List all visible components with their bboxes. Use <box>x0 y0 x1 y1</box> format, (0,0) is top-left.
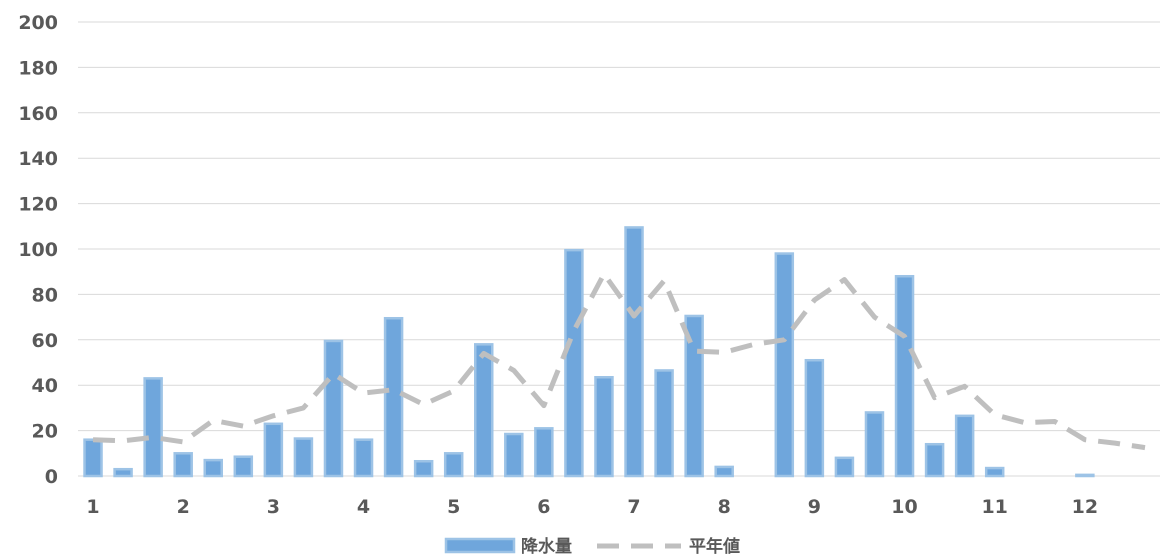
bar <box>293 437 314 478</box>
x-tick-label: 9 <box>808 496 821 518</box>
y-tick-label: 40 <box>32 375 58 397</box>
x-tick-label: 1 <box>86 496 99 518</box>
x-tick-label: 7 <box>627 496 640 518</box>
x-tick-label: 6 <box>537 496 550 518</box>
bar <box>504 432 524 478</box>
x-tick-label: 2 <box>177 496 190 518</box>
bar <box>954 414 975 478</box>
bar <box>984 466 1005 478</box>
bar <box>924 442 945 478</box>
x-tick-label: 8 <box>718 496 731 518</box>
bar <box>263 422 284 478</box>
bar-series <box>83 226 1095 478</box>
bar <box>323 339 344 478</box>
y-tick-label: 100 <box>18 239 58 261</box>
bar <box>413 459 434 478</box>
x-tick-label: 4 <box>357 496 370 518</box>
bar <box>143 377 163 478</box>
bar <box>83 438 103 478</box>
x-tick-label: 10 <box>891 496 917 518</box>
legend-label-precipitation: 降水量 <box>521 536 572 557</box>
bar <box>654 369 674 478</box>
bar <box>894 274 915 478</box>
y-tick-label: 20 <box>32 421 58 443</box>
y-tick-label: 200 <box>18 12 58 34</box>
bar <box>774 252 795 478</box>
bar <box>834 456 855 478</box>
bar <box>714 465 734 478</box>
bar <box>594 376 614 478</box>
bar <box>624 226 644 478</box>
bar <box>383 316 404 478</box>
bar <box>864 411 885 478</box>
bar <box>534 427 554 478</box>
normal-line <box>92 271 1146 451</box>
y-tick-label: 0 <box>45 466 58 488</box>
bar <box>443 452 464 478</box>
x-tick-label: 5 <box>447 496 460 518</box>
y-tick-label: 160 <box>18 103 58 125</box>
bar <box>203 458 223 478</box>
y-tick-label: 60 <box>32 330 58 352</box>
bar <box>684 314 704 478</box>
bar <box>173 452 193 478</box>
y-tick-label: 120 <box>18 194 58 216</box>
y-tick-label: 80 <box>32 284 58 306</box>
legend: 降水量 平年値 <box>444 536 740 557</box>
y-tick-label: 140 <box>18 148 58 170</box>
y-axis-ticks: 0 20 40 60 80 100 120 140 160 180 200 <box>18 12 58 488</box>
bar <box>113 467 133 478</box>
legend-bar-swatch <box>444 537 516 554</box>
bar <box>233 455 254 478</box>
grid-lines <box>78 21 1160 477</box>
y-tick-label: 180 <box>18 57 58 79</box>
bar <box>1075 473 1095 478</box>
bar <box>474 343 494 478</box>
x-tick-label: 3 <box>267 496 280 518</box>
x-axis-ticks: 1 2 3 4 5 6 7 8 9 10 11 12 <box>86 496 1098 518</box>
line-series <box>92 271 1146 451</box>
x-tick-label: 12 <box>1072 496 1098 518</box>
bar <box>804 358 825 478</box>
bar <box>353 438 374 478</box>
bar <box>564 248 584 478</box>
legend-label-normal: 平年値 <box>689 536 740 557</box>
x-tick-label: 11 <box>981 496 1007 518</box>
